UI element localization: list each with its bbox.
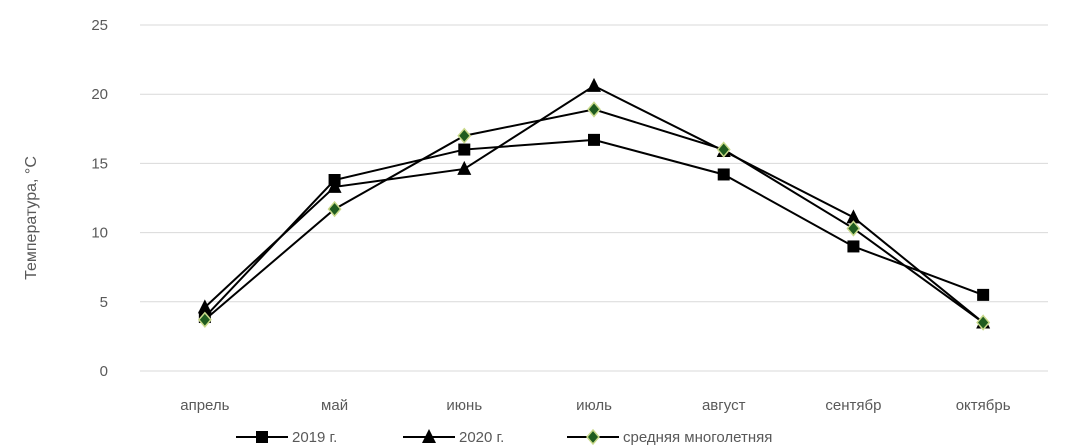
legend-item: 2020 г. [403,429,504,446]
data-point [846,220,861,237]
data-point [457,127,472,144]
y-axis-ticks: 0 5 10 15 20 25 [91,17,108,380]
legend-marker [256,431,268,443]
x-tick-label: май [321,397,348,414]
series-1 [198,133,990,324]
y-axis-title: Температура, °С [23,156,40,280]
data-point [976,314,991,331]
y-tick-label: 25 [91,17,108,34]
x-tick-label: июнь [446,397,482,414]
data-point [587,77,601,92]
data-point [197,311,212,328]
x-tick-label: июль [576,397,612,414]
y-tick-label: 15 [91,155,108,172]
data-point [197,299,212,314]
legend-marker [422,429,436,443]
x-axis-ticks: апрель май июнь июль август сентябр октябрь [180,397,1010,414]
legend-label: 2019 г. [292,429,337,446]
legend: 2019 г. 2020 г. средняя многолетняя [236,428,772,446]
y-tick-label: 20 [91,86,108,103]
x-tick-label: август [702,397,746,414]
data-point [977,288,990,301]
gridlines [140,24,1048,372]
y-tick-label: 0 [100,363,108,380]
legend-marker [586,428,600,446]
data-point [327,200,342,218]
legend-label: средняя многолетняя [623,429,772,446]
legend-item: 2019 г. [236,429,337,446]
data-point [846,209,861,224]
series-line [204,84,984,324]
x-tick-label: апрель [180,397,229,414]
legend-item: средняя многолетняя [567,428,772,446]
data-point [717,168,730,181]
data-point [588,133,600,146]
y-tick-label: 5 [100,294,108,311]
data-point [457,160,472,175]
data-point [587,101,601,118]
x-tick-label: сентябр [825,397,881,414]
series-layer [197,77,991,331]
data-point [716,141,731,158]
y-tick-label: 10 [91,225,108,242]
x-tick-label: октябрь [956,397,1011,414]
series-3 [197,101,991,331]
legend-label: 2020 г. [459,429,504,446]
data-point [458,143,471,156]
data-point [327,178,342,193]
data-point [847,240,860,253]
